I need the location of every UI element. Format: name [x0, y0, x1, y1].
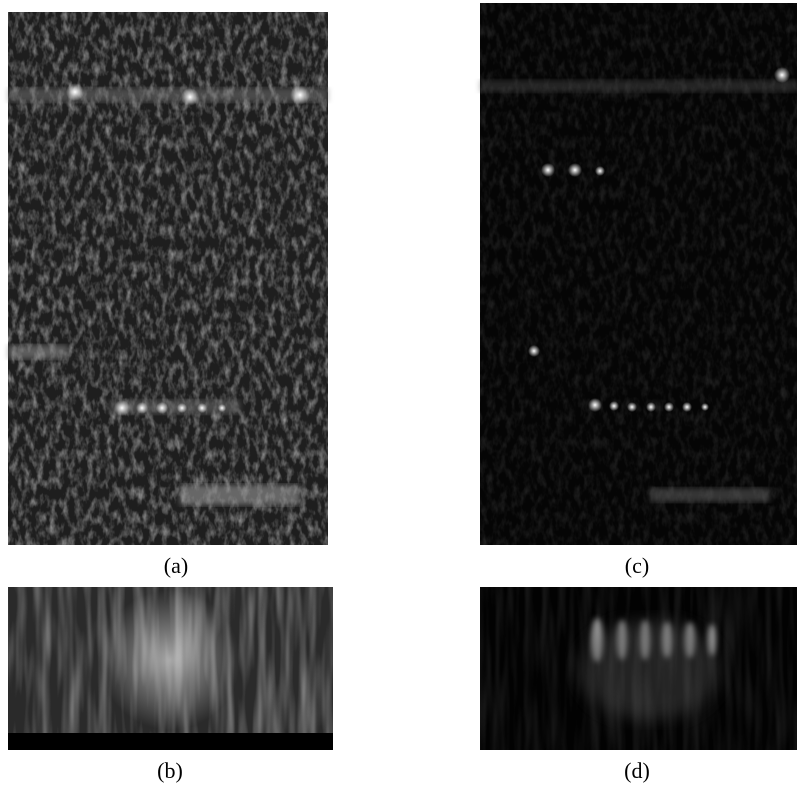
- image-a: [8, 12, 328, 545]
- panel-label: (c): [625, 553, 649, 578]
- panel-label: (d): [624, 758, 650, 783]
- image-c: [480, 3, 797, 545]
- image-b: [8, 587, 333, 750]
- panel-label: (a): [164, 553, 188, 578]
- panel-label: (b): [157, 758, 183, 783]
- image-d: [480, 587, 797, 750]
